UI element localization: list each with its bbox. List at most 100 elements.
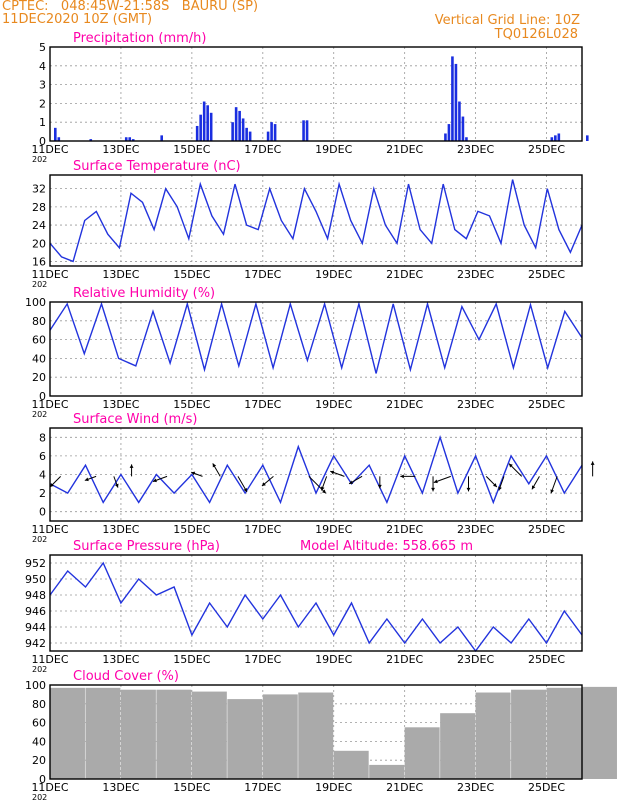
x-tick-label: 23DEC (457, 781, 494, 794)
wind-arrowhead (84, 477, 89, 482)
precip-bar (451, 56, 454, 141)
year-label: 202 (32, 535, 47, 544)
panel-1: Surface Temperature (nC) 16 20 24 28 32 11DEC 1… (31, 159, 583, 289)
panel-2: Relative Humidity (%) 0 20 40 60 80 100 11DEC 13… (25, 286, 583, 419)
x-tick-label: 25DEC (528, 653, 565, 666)
x-tick-label: 15DEC (173, 523, 210, 536)
series-line (49, 561, 583, 653)
panel-frame (49, 554, 583, 652)
y-tick-label: 942 (25, 637, 46, 650)
x-tick-label: 25DEC (528, 143, 565, 156)
wind-arrowhead (400, 474, 404, 479)
precip-bar (550, 137, 554, 141)
y-tick-label: 2 (39, 487, 46, 500)
x-tick-label: 21DEC (386, 653, 423, 666)
precip-bar (554, 135, 557, 141)
x-tick-label: 15DEC (173, 268, 210, 281)
panel-frame (49, 174, 583, 267)
panel-3: Surface Wind (m/s) 0 2 4 6 8 11DEC 13DEC 15DEC 17… (31, 412, 595, 544)
panel-title: Precipitation (mm/h) (73, 31, 206, 46)
precip-bar (273, 124, 277, 141)
y-tick-label: 8 (39, 431, 46, 444)
precip-bar (270, 122, 273, 141)
wind-arrowhead (261, 482, 266, 487)
cloud-bar (85, 687, 121, 779)
y-tick-label: 20 (32, 237, 46, 250)
year-label: 202 (32, 280, 47, 289)
wind-arrowhead (431, 487, 435, 492)
y-tick-label: 3 (39, 79, 46, 92)
panel-frame (49, 46, 583, 142)
cloud-bar (404, 727, 440, 779)
x-tick-label: 13DEC (102, 268, 139, 281)
y-tick-label: 60 (32, 717, 46, 730)
precip-bar (454, 63, 458, 141)
wind-arrowhead (322, 489, 326, 494)
wind-arrowhead (466, 487, 471, 492)
panel-0: Precipitation (mm/h) 0 1 2 3 4 5 11DEC 13DEC 15DE… (31, 31, 589, 164)
cloud-bar (298, 692, 334, 779)
panel-title: Surface Temperature (nC) (73, 159, 241, 174)
y-tick-label: 0 (39, 773, 46, 786)
precip-bar (160, 135, 163, 141)
panel-title: Cloud Cover (%) (73, 669, 179, 684)
x-tick-label: 17DEC (244, 398, 281, 411)
x-tick-label: 17DEC (244, 268, 281, 281)
cloud-bar (156, 689, 192, 779)
panel-frame (49, 427, 583, 522)
precip-bar (199, 114, 202, 141)
wind-arrowhead (320, 486, 325, 491)
precip-bar (461, 116, 465, 141)
panel-4: Surface Pressure (hPa) Model Altitude: 55… (25, 539, 583, 674)
x-tick-label: 11DEC (31, 398, 68, 411)
x-tick-label: 11DEC (31, 523, 68, 536)
cloud-bar (440, 713, 476, 779)
wind-arrowhead (531, 485, 536, 490)
cloud-bar (369, 764, 405, 779)
y-tick-label: 80 (32, 698, 46, 711)
cloud-bar (511, 689, 547, 779)
x-tick-label: 13DEC (102, 398, 139, 411)
wind-arrowhead (550, 489, 555, 494)
year-label: 202 (32, 793, 47, 800)
wind-arrow (308, 476, 327, 494)
y-tick-label: 28 (32, 201, 46, 214)
y-tick-label: 80 (32, 315, 46, 328)
cloud-bar (262, 694, 298, 779)
panel-title: Surface Wind (m/s) (73, 412, 197, 427)
wind-arrowhead (508, 463, 513, 468)
y-tick-label: 60 (32, 334, 46, 347)
y-tick-label: 32 (32, 183, 46, 196)
x-tick-label: 11DEC (31, 268, 68, 281)
y-tick-label: 20 (32, 371, 46, 384)
wind-arrowhead (349, 480, 354, 484)
x-tick-label: 21DEC (386, 523, 423, 536)
wind-arrowhead (498, 486, 502, 491)
precip-bar (305, 120, 309, 141)
precip-bar (202, 101, 206, 141)
series-line (49, 179, 583, 263)
x-tick-label: 21DEC (386, 268, 423, 281)
y-tick-label: 20 (32, 754, 46, 767)
cloud-bar (191, 691, 227, 779)
x-tick-label: 23DEC (457, 398, 494, 411)
x-tick-label: 15DEC (173, 781, 210, 794)
x-tick-label: 23DEC (457, 523, 494, 536)
precip-bar (444, 133, 447, 141)
x-tick-label: 17DEC (244, 143, 281, 156)
cloud-bar (546, 687, 582, 779)
y-tick-label: 16 (32, 255, 46, 268)
precip-bar (131, 139, 135, 141)
wind-arrowhead (243, 487, 247, 492)
cloud-bar (120, 689, 156, 779)
precip-bar (465, 137, 468, 141)
x-tick-label: 17DEC (244, 653, 281, 666)
x-tick-label: 19DEC (315, 523, 352, 536)
precip-bar (245, 127, 248, 141)
precip-bar (458, 101, 461, 141)
precip-bar (586, 135, 589, 141)
precip-bar (128, 137, 132, 141)
panel-title: Surface Pressure (hPa) (73, 539, 220, 554)
x-tick-label: 11DEC (31, 143, 68, 156)
